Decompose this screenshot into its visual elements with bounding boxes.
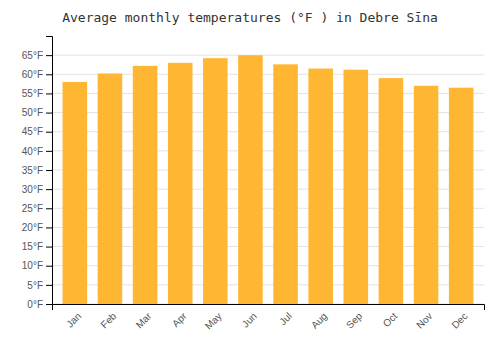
title: Average monthly temperatures (°F ) in De…: [62, 10, 438, 25]
x-tick: Oct: [381, 310, 400, 329]
bar: [344, 70, 369, 304]
y-tick: 20°F: [22, 222, 52, 233]
y-tick-mark: [46, 227, 52, 228]
y-tick-mark: [46, 247, 52, 248]
y-tick-label: 40°F: [22, 146, 43, 157]
y-tick-mark: [46, 55, 52, 56]
y-tick-mark: [46, 266, 52, 267]
x-tick: Sep: [344, 310, 365, 331]
y-tick-mark: [46, 93, 52, 94]
y-tick-label: 0°F: [27, 299, 43, 310]
x-tick-label: Sep: [344, 310, 365, 331]
y-tick-label: 60°F: [22, 69, 43, 80]
y-tick-label: 55°F: [22, 88, 43, 99]
y-tick-label: 10°F: [22, 260, 43, 271]
bar: [98, 74, 123, 304]
x-tick: Aug: [309, 310, 329, 330]
y-axis: 0°F 5°F 10°F 15°F 20°F 25°F 30°F 35°F 40°F 45°F 50…: [22, 37, 53, 310]
x-tick: Apr: [170, 310, 189, 329]
x-tick-label: Jul: [277, 310, 294, 327]
bar: [308, 69, 333, 304]
y-tick-label: 5°F: [27, 280, 43, 291]
y-tick-label: 15°F: [22, 241, 43, 252]
bar: [168, 63, 193, 304]
x-tick: Mar: [134, 310, 154, 330]
x-tick-label: Jun: [240, 310, 259, 329]
y-axis-line: [46, 37, 53, 305]
x-tick: Jun: [240, 310, 259, 329]
y-tick: 30°F: [22, 184, 52, 195]
y-tick-mark: [46, 74, 52, 75]
y-tick: 40°F: [22, 146, 52, 157]
x-tick: Jul: [277, 310, 294, 327]
y-tick: 0°F: [27, 299, 52, 310]
y-tick-label: 25°F: [22, 203, 43, 214]
y-tick-mark: [46, 170, 52, 171]
y-tick-mark: [46, 208, 52, 209]
x-tick: Nov: [414, 310, 434, 330]
bar: [133, 66, 158, 304]
y-tick-mark: [46, 132, 52, 133]
y-tick-label: 50°F: [22, 107, 43, 118]
y-tick: 10°F: [22, 260, 52, 271]
x-tick: Dec: [449, 310, 469, 330]
bar: [238, 55, 263, 304]
grid: [52, 55, 484, 304]
y-tick: 60°F: [22, 69, 52, 80]
bar: [414, 86, 439, 304]
grid-line: [52, 55, 484, 56]
x-axis: Jan Feb Mar Apr May Jun Jul Aug Sep Oct Nov Dec: [53, 305, 485, 332]
bar: [449, 88, 474, 304]
x-tick: Feb: [98, 310, 118, 330]
plot: 0°F 5°F 10°F 15°F 20°F 25°F 30°F 35°F 40°F 45°F 50…: [22, 37, 485, 332]
bar: [379, 78, 404, 304]
y-tick-mark: [46, 304, 52, 305]
x-tick: Jan: [64, 310, 83, 329]
chart: Average monthly temperatures (°F ) in De…: [0, 0, 500, 350]
x-tick-label: Mar: [134, 310, 154, 330]
y-tick: 35°F: [22, 165, 52, 176]
y-tick-mark: [46, 113, 52, 114]
y-tick: 50°F: [22, 107, 52, 118]
x-tick-label: Oct: [381, 310, 400, 329]
x-tick-label: Jan: [64, 310, 83, 329]
y-tick: 45°F: [22, 126, 52, 137]
x-tick: May: [203, 310, 224, 331]
x-tick-label: Dec: [449, 310, 469, 330]
y-tick: 5°F: [27, 280, 52, 291]
bar: [203, 58, 228, 304]
x-axis-line: [53, 305, 485, 311]
y-tick-mark: [46, 189, 52, 190]
x-tick-label: Apr: [170, 310, 189, 329]
x-tick-label: Feb: [98, 310, 118, 330]
x-tick-label: Aug: [309, 310, 329, 330]
y-tick: 25°F: [22, 203, 52, 214]
bar: [63, 82, 88, 304]
bar: [273, 64, 298, 304]
y-tick-label: 45°F: [22, 126, 43, 137]
bars: [63, 55, 474, 304]
y-tick: 15°F: [22, 241, 52, 252]
y-tick-label: 35°F: [22, 165, 43, 176]
y-tick-mark: [46, 285, 52, 286]
y-tick-label: 30°F: [22, 184, 43, 195]
x-tick-label: Nov: [414, 310, 434, 330]
x-tick-label: May: [203, 310, 224, 331]
y-tick: 55°F: [22, 88, 52, 99]
y-tick-mark: [46, 151, 52, 152]
y-tick-label: 65°F: [22, 50, 43, 61]
y-tick-label: 20°F: [22, 222, 43, 233]
y-tick: 65°F: [22, 50, 52, 61]
